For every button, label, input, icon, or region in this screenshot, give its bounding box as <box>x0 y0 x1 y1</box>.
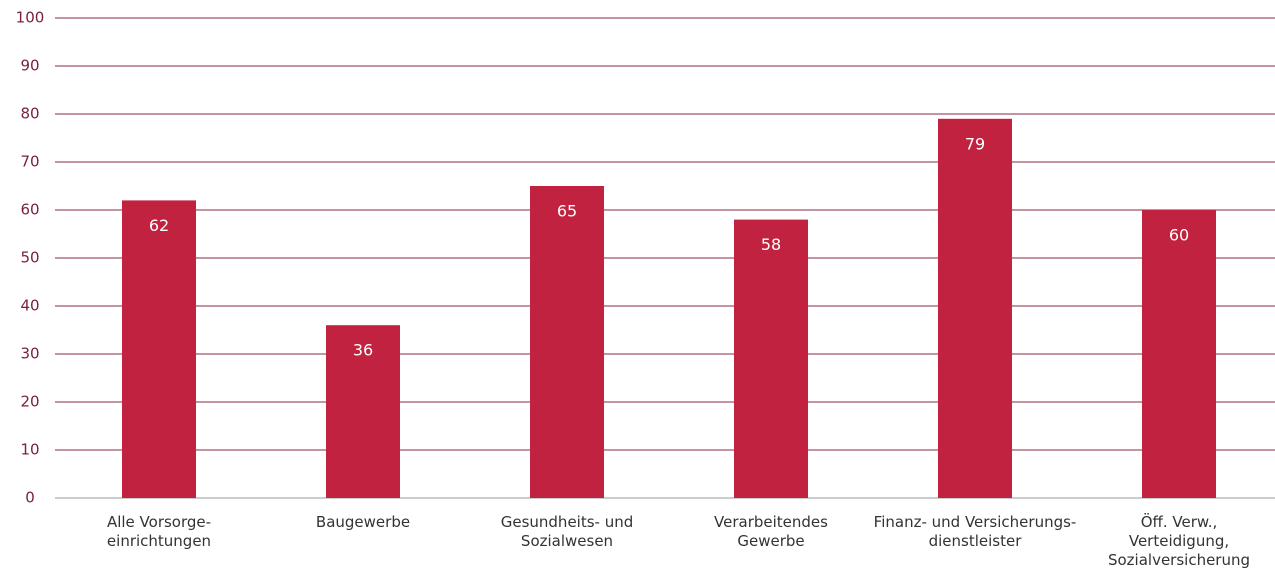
y-tick-label: 20 <box>20 393 39 411</box>
x-tick-label: Öff. Verw., Verteidigung, Sozialversicheru… <box>1108 512 1250 569</box>
x-tick-label: Finanz- und Versicherungs-dienstleister <box>874 513 1077 550</box>
value-label: 79 <box>965 134 985 153</box>
y-tick-label: 70 <box>20 153 39 171</box>
y-tick-label: 60 <box>20 201 39 219</box>
value-label: 65 <box>557 202 577 221</box>
bar <box>326 325 400 498</box>
y-tick-label: 10 <box>20 441 39 459</box>
x-tick-label: Baugewerbe <box>316 513 410 531</box>
value-label: 36 <box>353 341 373 360</box>
bar <box>938 118 1012 499</box>
x-tick-label: Alle Vorsorge-einrichtungen <box>107 513 211 550</box>
x-tick-label: Gesundheits- und Sozialwesen <box>501 513 634 550</box>
value-label: 58 <box>761 235 781 254</box>
y-tick-label: 90 <box>20 57 39 75</box>
y-tick-label: 40 <box>20 297 39 315</box>
y-tick-label: 0 <box>25 489 35 507</box>
value-label: 62 <box>149 216 169 235</box>
y-tick-label: 100 <box>16 9 45 27</box>
y-tick-label: 50 <box>20 249 39 267</box>
bar <box>122 200 196 498</box>
bar <box>1142 210 1216 498</box>
x-tick-label: Verarbeitendes Gewerbe <box>714 513 828 550</box>
bar <box>530 186 604 498</box>
bar <box>734 219 808 498</box>
value-label: 60 <box>1169 226 1189 245</box>
y-tick-label: 80 <box>20 105 39 123</box>
y-tick-label: 30 <box>20 345 39 363</box>
